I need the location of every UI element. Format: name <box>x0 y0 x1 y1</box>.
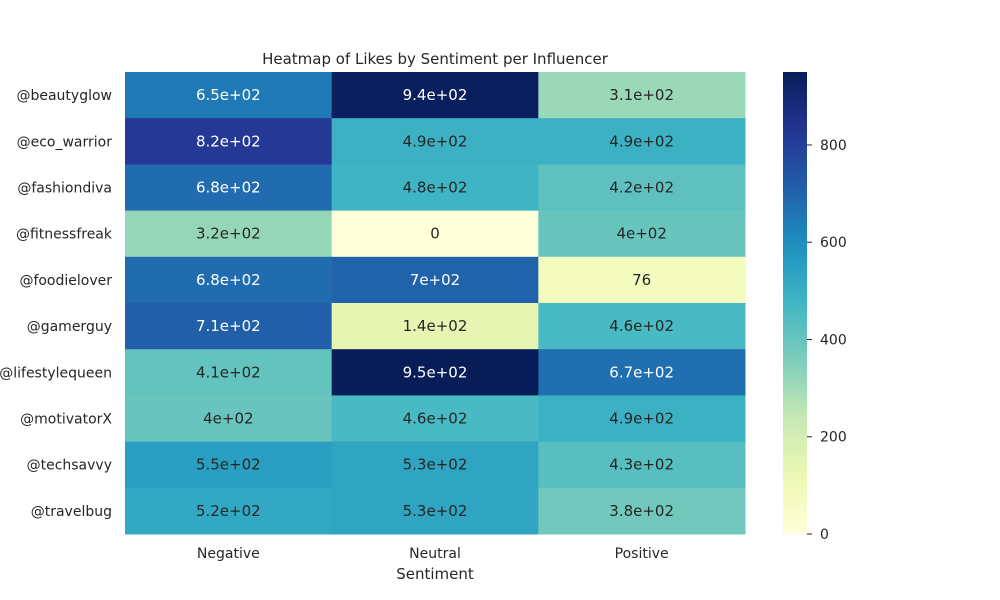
heatmap-cell <box>125 210 333 258</box>
heatmap-cell <box>125 395 333 443</box>
heatmap-cell <box>125 349 333 396</box>
cell-annotation: 4e+02 <box>616 225 666 243</box>
heatmap-cell <box>331 303 539 350</box>
heatmap-cell <box>125 256 333 304</box>
x-tick-label: Negative <box>197 546 260 562</box>
cell-annotation: 4.2e+02 <box>609 179 674 197</box>
heatmap-cell <box>538 164 746 212</box>
cell-annotation: 76 <box>632 271 651 289</box>
cell-annotation: 3.8e+02 <box>609 502 674 520</box>
cell-annotation: 4.6e+02 <box>403 410 468 428</box>
heatmap-cell <box>538 349 746 396</box>
x-tick-labels: Negative Neutral Positive <box>197 546 669 562</box>
cell-annotation: 4.6e+02 <box>609 317 674 335</box>
cell-annotation: 4.8e+02 <box>403 179 468 197</box>
chart-title: Heatmap of Likes by Sentiment per Influe… <box>262 50 609 68</box>
colorbar-gradient <box>783 72 807 534</box>
cell-annotation: 5.3e+02 <box>403 456 468 474</box>
heatmap-cell <box>125 303 333 350</box>
colorbar-tick-label: 400 <box>820 332 847 348</box>
cell-annotation: 6.7e+02 <box>609 363 674 381</box>
cell-annotation: 4.9e+02 <box>403 132 468 150</box>
y-tick-label: @foodielover <box>19 273 112 289</box>
x-axis-label: Sentiment <box>396 565 474 583</box>
y-tick-label: @travelbug <box>31 504 112 520</box>
cell-annotation: 6.8e+02 <box>196 271 261 289</box>
cell-annotation: 0 <box>430 225 440 243</box>
cell-annotation: 9.4e+02 <box>403 86 468 104</box>
y-tick-labels: @beautyglow @eco_warrior @fashiondiva @fitn… <box>0 88 113 520</box>
heatmap-cell <box>331 395 539 443</box>
cell-annotation: 3.1e+02 <box>609 86 674 104</box>
heatmap-cell <box>331 164 539 212</box>
heatmap-cell <box>125 72 333 119</box>
heatmap-cell <box>538 395 746 443</box>
colorbar-tick-label: 600 <box>820 235 847 251</box>
heatmap-cell <box>331 72 539 119</box>
colorbar-tick-label: 200 <box>820 430 847 446</box>
heatmap-cell <box>538 487 746 535</box>
heatmap-cell <box>538 303 746 350</box>
heatmap-cell <box>331 210 539 258</box>
heatmap-cell <box>125 164 333 212</box>
heatmap-cell <box>331 349 539 396</box>
cell-annotation: 6.8e+02 <box>196 179 261 197</box>
heatmap-cell <box>538 72 746 119</box>
colorbar-tick-label: 800 <box>820 138 847 154</box>
colorbar-tick-label: 0 <box>820 527 829 543</box>
cell-annotation: 7e+02 <box>410 271 460 289</box>
heatmap-cell <box>538 210 746 258</box>
y-tick-label: @fashiondiva <box>17 181 112 197</box>
cell-annotation: 4.3e+02 <box>609 456 674 474</box>
cell-annotation: 4e+02 <box>203 410 253 428</box>
y-tick-label: @beautyglow <box>16 88 112 104</box>
cell-annotation: 6.5e+02 <box>196 86 261 104</box>
cell-annotation: 4.1e+02 <box>196 363 261 381</box>
heatmap-cell <box>125 118 333 165</box>
cell-annotation: 4.9e+02 <box>609 132 674 150</box>
heatmap-cell <box>538 441 746 489</box>
y-tick-label: @motivatorX <box>20 412 112 428</box>
cell-annotation: 8.2e+02 <box>196 132 261 150</box>
heatmap-cell <box>538 256 746 304</box>
y-tick-label: @techsavvy <box>27 458 112 474</box>
heatmap-cell <box>331 256 539 304</box>
heatmap-cell <box>538 118 746 165</box>
cell-annotation: 4.9e+02 <box>609 410 674 428</box>
heatmap-cell <box>125 487 333 535</box>
heatmap-cell <box>125 441 333 489</box>
y-tick-label: @fitnessfreak <box>16 227 113 243</box>
heatmap-cells: 6.5e+02 9.4e+02 3.1e+02 8.2e+02 4.9e+02 4.9e+… <box>125 72 746 535</box>
cell-annotation: 5.3e+02 <box>403 502 468 520</box>
y-tick-label: @eco_warrior <box>17 134 113 150</box>
cell-annotation: 5.5e+02 <box>196 456 261 474</box>
heatmap-cell <box>331 441 539 489</box>
x-tick-label: Neutral <box>409 546 461 562</box>
y-tick-label: @lifestylequeen <box>0 365 112 381</box>
y-tick-label: @gamerguy <box>27 319 112 335</box>
cell-annotation: 9.5e+02 <box>403 363 468 381</box>
cell-annotation: 5.2e+02 <box>196 502 261 520</box>
heatmap-cell <box>331 487 539 535</box>
cell-annotation: 7.1e+02 <box>196 317 261 335</box>
cell-annotation: 1.4e+02 <box>403 317 468 335</box>
colorbar: 0 200 400 600 800 <box>783 72 847 543</box>
heatmap-cell <box>331 118 539 165</box>
cell-annotation: 3.2e+02 <box>196 225 261 243</box>
x-tick-label: Positive <box>615 546 669 562</box>
